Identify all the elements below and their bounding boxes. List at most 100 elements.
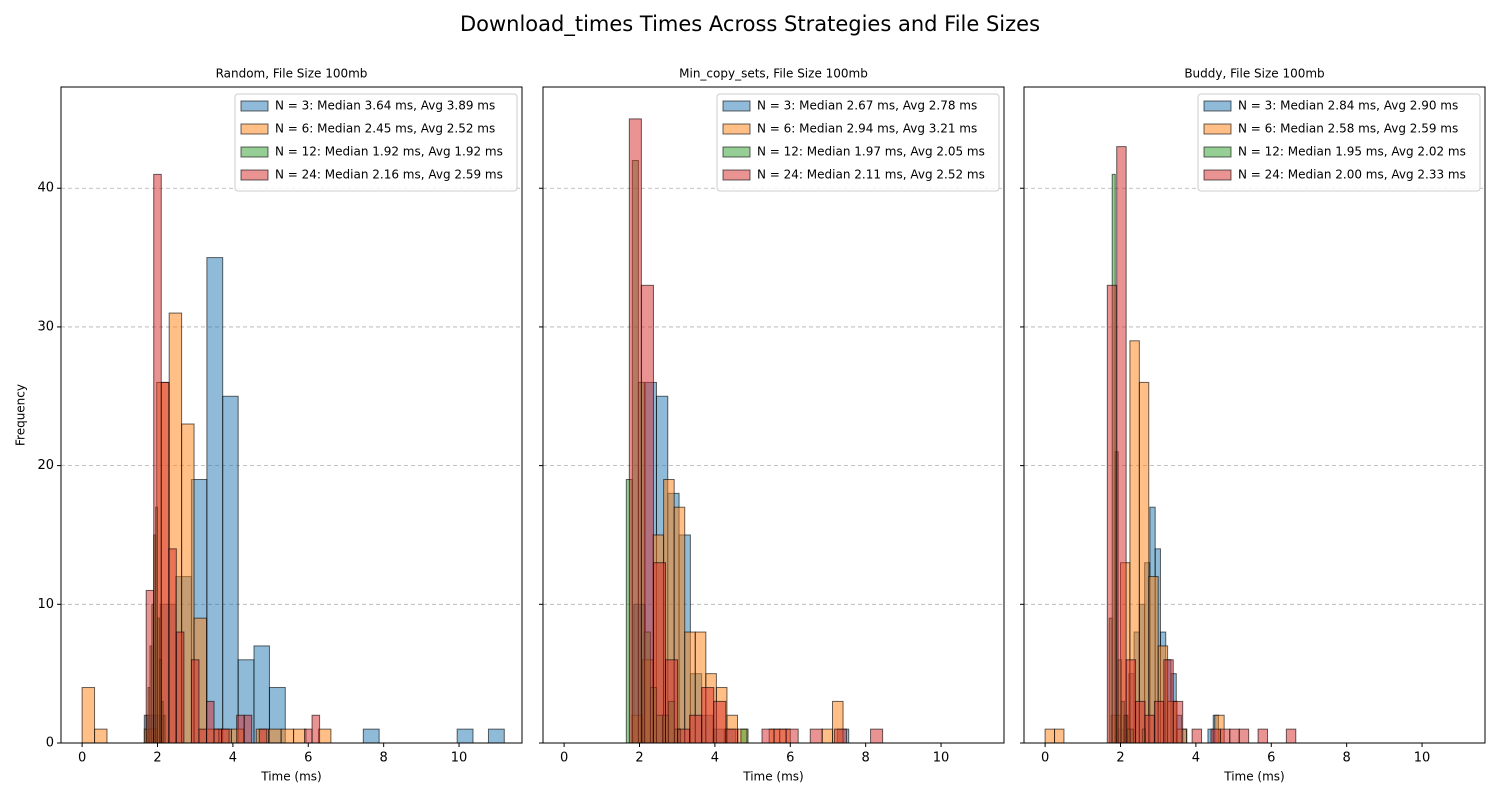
histogram-bar: [1238, 728, 1250, 744]
histogram-bar: [258, 728, 268, 744]
histogram-bar: [1257, 728, 1269, 744]
histogram-bar: [1163, 659, 1174, 744]
histogram-bar: [677, 728, 691, 744]
histogram-bar: [1191, 728, 1203, 744]
histogram-bar: [1285, 728, 1297, 744]
histogram-bar: [280, 728, 295, 744]
figure-title: Download_times Times Across Strategies a…: [460, 12, 1040, 37]
histogram-bar: [205, 700, 215, 744]
histogram-bar: [268, 728, 282, 744]
legend-label: N = 12: Median 1.92 ms, Avg 1.92 ms: [275, 145, 503, 159]
legend-swatch: [722, 100, 751, 112]
histogram-bar: [487, 728, 505, 744]
x-tick-label: 6: [1267, 751, 1275, 766]
histogram-bar: [1044, 728, 1056, 744]
histogram-bar: [1054, 728, 1065, 744]
histogram-bar: [253, 645, 270, 744]
x-tick-label: 6: [786, 751, 794, 766]
histogram-bar: [640, 284, 654, 744]
y-tick-label: 10: [37, 597, 54, 612]
histogram-bar: [168, 548, 177, 744]
legend-label: N = 3: Median 2.84 ms, Avg 2.90 ms: [1238, 99, 1458, 113]
histogram-bar: [1229, 728, 1240, 744]
x-tick-label: 6: [304, 751, 312, 766]
histogram-bar: [665, 659, 679, 744]
histogram-bar: [311, 714, 321, 744]
histogram-bar: [94, 728, 108, 744]
legend-swatch: [240, 146, 269, 158]
histogram-bar: [304, 728, 313, 744]
legend-swatch: [240, 100, 269, 112]
histogram-bar: [221, 728, 230, 744]
legend-swatch: [1203, 100, 1232, 112]
histogram-bar: [1219, 728, 1231, 744]
histogram-bar: [1116, 146, 1127, 744]
x-tick-label: 0: [78, 751, 86, 766]
x-axis-label: Time (ms): [742, 770, 804, 784]
x-tick-label: 8: [1343, 751, 1351, 766]
x-tick-label: 10: [933, 751, 950, 766]
y-tick-label: 20: [37, 458, 54, 473]
legend-label: N = 24: Median 2.16 ms, Avg 2.59 ms: [275, 168, 503, 182]
histogram-bar: [713, 700, 727, 744]
histogram-bar: [222, 395, 239, 744]
y-tick-label: 40: [37, 181, 54, 196]
legend-label: N = 12: Median 1.97 ms, Avg 2.05 ms: [757, 145, 985, 159]
legend-swatch: [240, 123, 269, 135]
histogram-bar: [1210, 728, 1221, 744]
x-tick-label: 4: [711, 751, 719, 766]
histogram-bar: [190, 659, 200, 744]
subplot-title: Buddy, File Size 100mb: [1184, 67, 1324, 81]
histogram-bar: [761, 728, 775, 744]
x-tick-label: 2: [635, 751, 643, 766]
legend-label: N = 24: Median 2.00 ms, Avg 2.33 ms: [1238, 168, 1466, 182]
histogram-bar: [870, 728, 884, 744]
subplot-title: Min_copy_sets, File Size 100mb: [679, 67, 868, 81]
histogram-bar: [175, 631, 185, 744]
y-tick-label: 30: [37, 319, 54, 334]
legend-box: [716, 93, 1000, 192]
histogram-bar: [740, 728, 748, 744]
histogram-bar: [821, 728, 833, 744]
histogram-bar: [236, 714, 245, 744]
histogram-bar: [317, 728, 332, 744]
legend-swatch: [240, 169, 269, 181]
histogram-bar: [160, 381, 170, 744]
histogram-bar: [1172, 700, 1184, 744]
histogram-bar: [153, 173, 162, 744]
histogram-bar: [833, 728, 847, 744]
histogram-bar: [1125, 659, 1137, 744]
legend-box: [1197, 93, 1481, 192]
histogram-bar: [809, 728, 823, 744]
legend-swatch: [722, 169, 751, 181]
legend-swatch: [722, 123, 751, 135]
histogram-bar: [652, 562, 667, 744]
histogram-bar: [1144, 714, 1155, 744]
legend-box: [234, 93, 518, 192]
subplot-title: Random, File Size 100mb: [216, 67, 368, 81]
histogram-bar: [243, 714, 253, 744]
histogram-bar: [1106, 284, 1118, 744]
histogram-bar: [689, 714, 703, 744]
histogram-bar: [1138, 381, 1150, 744]
legend-label: N = 6: Median 2.94 ms, Avg 3.21 ms: [757, 122, 977, 136]
histogram-bar: [785, 728, 799, 744]
histogram-bar: [81, 687, 96, 744]
plot-frame: [1023, 86, 1486, 744]
histogram-bar: [362, 728, 380, 744]
x-tick-label: 2: [153, 751, 161, 766]
plot-frame: [542, 86, 1005, 744]
legend-swatch: [1203, 169, 1232, 181]
histogram-bar: [456, 728, 474, 744]
x-tick-label: 4: [1192, 751, 1200, 766]
y-tick-label: 0: [46, 736, 54, 751]
histogram-bar: [725, 728, 739, 744]
histogram-bar: [1153, 700, 1165, 744]
x-tick-label: 8: [380, 751, 388, 766]
histogram-bar: [198, 728, 207, 744]
histogram-bar: [206, 257, 224, 744]
legend-label: N = 12: Median 1.95 ms, Avg 2.02 ms: [1238, 145, 1466, 159]
legend-label: N = 24: Median 2.11 ms, Avg 2.52 ms: [757, 168, 985, 182]
histogram-bar: [628, 118, 642, 744]
legend-label: N = 3: Median 3.64 ms, Avg 3.89 ms: [275, 99, 495, 113]
